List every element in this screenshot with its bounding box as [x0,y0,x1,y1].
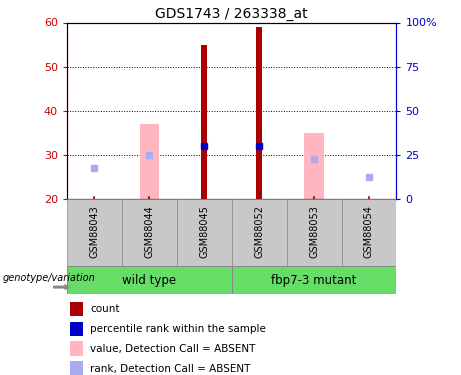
Bar [342,199,396,266]
Bar [67,199,122,266]
Text: GSM88044: GSM88044 [144,205,154,258]
Bar [287,199,342,266]
Bar [231,266,396,294]
Text: value, Detection Call = ABSENT: value, Detection Call = ABSENT [90,344,255,354]
Bar [201,45,207,199]
Bar [67,266,231,294]
Bar [70,302,83,316]
Bar [70,341,83,356]
Text: GSM88045: GSM88045 [199,205,209,258]
Text: GSM88043: GSM88043 [89,205,99,258]
Bar [70,321,83,336]
Bar [140,124,159,199]
Bar [304,133,324,199]
Text: fbp7-3 mutant: fbp7-3 mutant [272,274,357,287]
Text: percentile rank within the sample: percentile rank within the sample [90,324,266,334]
Bar [231,199,287,266]
Text: GSM88052: GSM88052 [254,205,264,258]
Title: GDS1743 / 263338_at: GDS1743 / 263338_at [155,8,308,21]
Text: GSM88054: GSM88054 [364,205,374,258]
Bar [177,199,231,266]
Bar [256,27,262,199]
Text: GSM88053: GSM88053 [309,205,319,258]
Bar [70,361,83,375]
Text: count: count [90,304,119,314]
Text: rank, Detection Call = ABSENT: rank, Detection Call = ABSENT [90,363,250,374]
Text: wild type: wild type [122,274,176,287]
Text: genotype/variation: genotype/variation [2,273,95,284]
Bar [122,199,177,266]
